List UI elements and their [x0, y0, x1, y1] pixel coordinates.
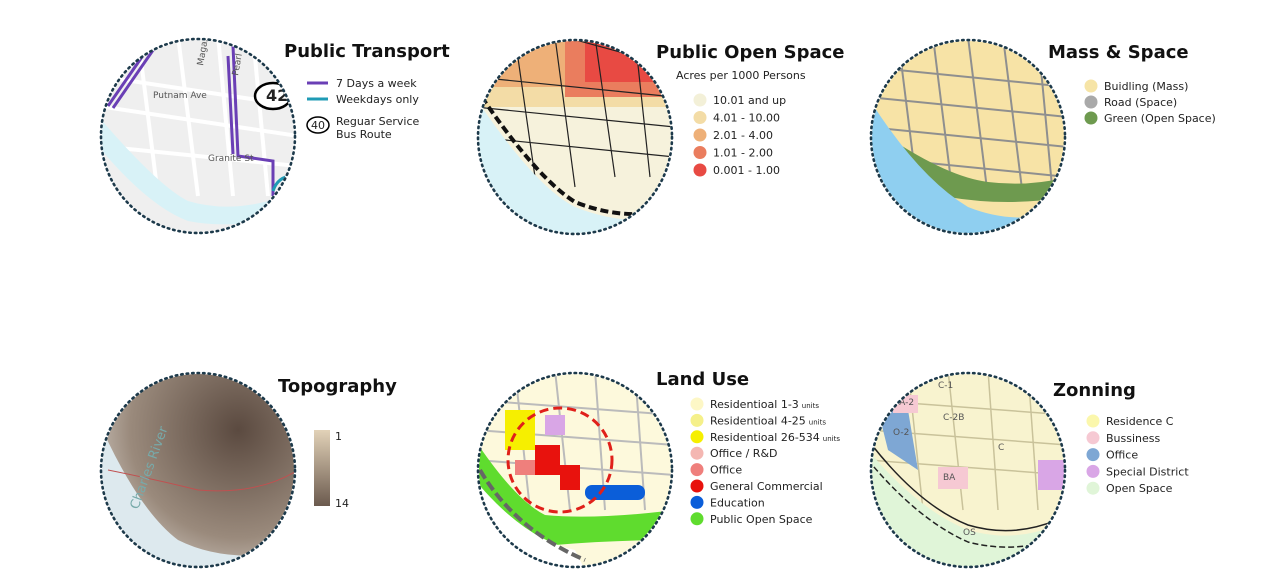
legend-swatch	[1084, 111, 1098, 125]
panel-title: Public Transport	[284, 41, 450, 62]
panel-title: Zonning	[1053, 380, 1136, 401]
scale-label: 1	[335, 430, 342, 443]
legend-label: Residence C	[1106, 415, 1174, 428]
legend-label: Special District	[1106, 465, 1189, 478]
legend-label: Education	[710, 496, 765, 509]
legend-label: Buidling (Mass)	[1104, 80, 1188, 93]
map-label: BA-2	[893, 398, 914, 408]
legend-label: 1.01 - 2.00	[713, 147, 773, 160]
legend-swatch	[1086, 481, 1100, 495]
legend-swatch	[690, 413, 704, 427]
legend-label: Open Space	[1106, 482, 1173, 495]
legend-badge	[306, 116, 330, 134]
scale-label: 14	[335, 497, 349, 510]
land-use-map	[476, 371, 674, 569]
legend-label: Residentioal 4-25	[710, 414, 806, 427]
panel-title: Land Use	[656, 369, 749, 390]
map-label: C-2B	[943, 413, 964, 423]
legend-swatch	[1086, 448, 1100, 462]
legend-unit: units	[823, 435, 841, 443]
legend-label: Weekdays only	[336, 93, 419, 106]
legend-swatch	[693, 111, 707, 124]
legend-swatch	[693, 128, 707, 142]
legend-swatch	[1084, 95, 1098, 109]
map-ring	[869, 38, 1067, 236]
legend-badge-label: 40	[311, 119, 325, 132]
legend-swatch	[690, 495, 704, 509]
legend-label: Green (Open Space)	[1104, 112, 1216, 125]
legend-swatch	[690, 446, 704, 460]
legend-swatch	[1086, 414, 1100, 428]
legend-label: Residentioal 1-3	[710, 398, 799, 411]
legend-label: Public Open Space	[710, 513, 813, 526]
mass-space-map	[869, 38, 1067, 236]
legend-label: Bussiness	[1106, 432, 1161, 445]
panel-title: Topography	[278, 376, 397, 397]
topography-scale	[314, 430, 330, 506]
legend-label: Office	[710, 464, 742, 477]
legend-label: Road (Space)	[1104, 96, 1177, 109]
map-label: C	[998, 443, 1004, 453]
legend-label: Office / R&D	[710, 447, 778, 460]
legend-swatch	[1086, 431, 1100, 445]
legend-label: 7 Days a week	[336, 77, 417, 90]
map-ring	[99, 37, 297, 235]
panel-title: Public Open Space	[656, 42, 845, 63]
legend-swatch	[693, 93, 707, 107]
map-label: C-1	[938, 381, 953, 391]
legend-unit: units	[802, 402, 820, 410]
legend-label: Bus Route	[336, 128, 392, 141]
map-label: OS	[963, 528, 976, 538]
legend-swatch	[690, 397, 704, 411]
legend-swatch	[1084, 79, 1098, 93]
legend-unit: units	[809, 418, 827, 426]
map-label: BA	[943, 473, 956, 483]
legend-label: Residentioal 26-534	[710, 431, 820, 444]
map-ring	[476, 371, 674, 569]
transport-map: Putnam Ave Granite St Magaz Pearl 42	[99, 37, 297, 235]
map-label: Putnam Ave	[153, 91, 207, 101]
legend-label: 0.001 - 1.00	[713, 164, 780, 177]
legend-subtitle: Acres per 1000 Persons	[676, 69, 806, 82]
map-label: Granite St	[208, 154, 254, 164]
legend-swatch	[690, 430, 704, 444]
map-ring	[869, 371, 1067, 569]
legend-swatch	[1086, 464, 1100, 478]
legend-label: 10.01 and up	[713, 94, 786, 107]
legend-swatch	[690, 463, 704, 477]
map-ring	[99, 371, 297, 569]
map-label: O-2	[893, 428, 909, 438]
legend-swatch	[693, 163, 707, 177]
map-label: Pearl	[231, 53, 245, 77]
open-space-map	[476, 38, 674, 236]
legend-swatch	[693, 146, 707, 159]
zoning-map: C-1 BA-2 C-2B O-2 C BA OS	[869, 371, 1067, 569]
legend-label: 4.01 - 10.00	[713, 112, 780, 125]
legend-label: General Commercial	[710, 480, 823, 493]
panel-title: Mass & Space	[1048, 42, 1189, 63]
legend-swatch	[690, 512, 704, 526]
legend-label: 2.01 - 4.00	[713, 129, 773, 142]
map-ring	[476, 38, 674, 236]
legend-label: Office	[1106, 449, 1138, 462]
legend-swatch	[690, 479, 704, 493]
legend-label: Reguar Service	[336, 115, 420, 128]
topography-map: Charles River	[99, 371, 297, 569]
